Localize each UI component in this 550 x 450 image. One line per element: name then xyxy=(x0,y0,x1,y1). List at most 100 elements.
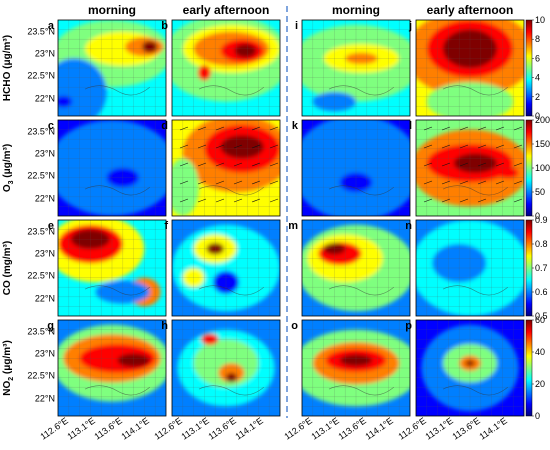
lon-tick-label: 113.6°E xyxy=(450,415,482,441)
lon-tick-label: 112.6°E xyxy=(282,415,314,441)
coastline xyxy=(328,85,394,96)
wind-arrow xyxy=(513,144,523,149)
wind-arrow xyxy=(513,126,523,131)
wind-arrow xyxy=(269,162,279,167)
colorbar-tick-label: 4 xyxy=(535,73,540,83)
wind-arrow xyxy=(197,180,207,185)
wind-arrow xyxy=(423,126,433,131)
lat-tick-label: 22°N xyxy=(35,194,55,204)
coastline xyxy=(84,185,150,196)
coastline xyxy=(442,185,508,196)
wind-arrow xyxy=(513,162,523,167)
wind-arrow xyxy=(441,126,451,131)
coastline xyxy=(442,285,508,296)
lon-tick-label: 113.1°E xyxy=(309,415,341,441)
row-label-o3: O3 (μg/m³) xyxy=(2,144,15,192)
lat-tick-label: 23°N xyxy=(35,249,55,259)
lat-tick-label: 22°N xyxy=(35,294,55,304)
wind-arrow xyxy=(251,144,261,149)
coastline xyxy=(442,85,508,96)
lat-tick-label: 23°N xyxy=(35,349,55,359)
colorbar-tick-label: 0 xyxy=(535,411,540,421)
colorbar-tick-label: 200 xyxy=(535,115,550,125)
map-panel-a: a xyxy=(48,19,167,117)
lat-tick-label: 22.5°N xyxy=(27,171,55,181)
wind-arrow xyxy=(233,162,243,167)
column-title: morning xyxy=(88,3,136,17)
colorbar-tick-label: 10 xyxy=(535,15,545,25)
panel-letter: c xyxy=(48,120,54,132)
panel-letter: f xyxy=(164,220,168,232)
wind-arrow xyxy=(215,180,225,185)
panel-letter: k xyxy=(292,120,299,132)
wind-arrow xyxy=(495,198,505,203)
lat-tick-label: 22.5°N xyxy=(27,71,55,81)
map-panel-g: g xyxy=(47,319,167,417)
panel-letter: b xyxy=(161,20,168,32)
lon-tick-label: 114.1°E xyxy=(363,415,395,441)
lon-tick-label: 114.1°E xyxy=(477,415,509,441)
colorbar-tick-label: 2 xyxy=(535,92,540,102)
colorbar-tick-label: 0.7 xyxy=(535,263,548,273)
wind-arrow xyxy=(215,126,225,131)
wind-arrow xyxy=(459,144,469,149)
colorbar-tick-label: 60 xyxy=(535,315,545,325)
map-panels: a b i j c d k l e f m n g h o p xyxy=(47,19,525,417)
lat-tick-label: 22.5°N xyxy=(27,271,55,281)
wind-arrow xyxy=(197,198,207,203)
panel-letter: l xyxy=(409,120,412,132)
colorbar-tick-label: 0.6 xyxy=(535,287,548,297)
wind-arrow xyxy=(251,162,261,167)
panel-letter: j xyxy=(408,20,412,32)
map-panel-d: d xyxy=(161,119,281,217)
wind-arrow xyxy=(459,180,469,185)
coastline xyxy=(442,385,508,396)
row-label-hcho: HCHO (μg/m³) xyxy=(2,35,13,101)
panel-letter: e xyxy=(48,220,54,232)
row-labels: HCHO (μg/m³) O3 (μg/m³) CO (mg/m³) NO2 (μg/… xyxy=(2,35,15,396)
map-panel-f: f xyxy=(164,219,281,317)
concentration-contour xyxy=(234,44,257,58)
wind-arrow xyxy=(233,180,243,185)
lon-tick-label: 112.6°E xyxy=(396,415,428,441)
wind-arrow xyxy=(251,180,261,185)
colorbar-tick-label: 0 xyxy=(535,211,540,221)
wind-arrow xyxy=(477,180,487,185)
wind-arrow xyxy=(441,144,451,149)
wind-arrow xyxy=(179,180,189,185)
coastline xyxy=(198,285,264,296)
wind-arrow xyxy=(423,144,433,149)
map-panel-i: i xyxy=(295,19,411,117)
wind-arrow xyxy=(477,144,487,149)
wind-arrow xyxy=(495,126,505,131)
wind-arrow xyxy=(459,126,469,131)
lon-tick-label: 113.1°E xyxy=(179,415,211,441)
lat-tick-label: 23.5°N xyxy=(27,27,55,37)
lon-tick-label: 112.6°E xyxy=(152,415,184,441)
concentration-contour xyxy=(142,41,158,53)
coastline xyxy=(84,385,150,396)
colorbar-tick-label: 6 xyxy=(535,53,540,63)
concentration-contour xyxy=(497,167,519,179)
map-panel-p: p xyxy=(405,319,525,417)
map-panel-b: b xyxy=(161,19,281,117)
wind-arrow xyxy=(215,198,225,203)
column-title: early afternoon xyxy=(183,3,270,17)
lon-tick-label: 114.1°E xyxy=(119,415,151,441)
wind-arrow xyxy=(269,144,279,149)
colorbar-o3: 0 50 100 150 200 xyxy=(525,115,550,221)
concentration-contour xyxy=(453,153,497,173)
coastline xyxy=(198,385,264,396)
map-panel-h: h xyxy=(161,319,281,417)
wind-arrow xyxy=(233,198,243,203)
wind-arrow xyxy=(477,162,487,167)
panel-letter: d xyxy=(161,120,168,132)
colorbar-tick-label: 0.5 xyxy=(535,311,548,321)
colorbar-tick-label: 0.8 xyxy=(535,239,548,249)
wind-arrow xyxy=(179,144,189,149)
latitude-axis: 23.5°N 23°N 22.5°N 22°N 23.5°N 23°N 22.5°N 22°N… xyxy=(27,27,55,404)
concentration-contour xyxy=(220,135,264,159)
coastline xyxy=(84,285,150,296)
wind-arrow xyxy=(251,198,261,203)
